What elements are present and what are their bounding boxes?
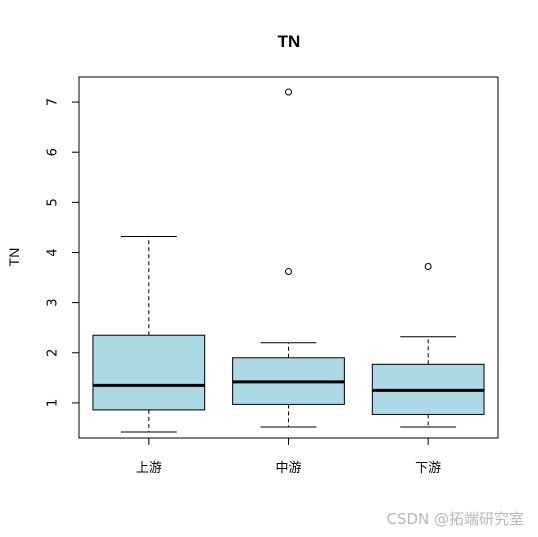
y-tick-label-2: 2 [46, 349, 61, 357]
y-tick-label-4: 4 [46, 248, 61, 256]
y-tick-label-1: 1 [46, 399, 61, 407]
y-tick-label-7: 7 [46, 98, 61, 106]
watermark: CSDN @拓端研究室 [386, 510, 524, 528]
y-tick-label-3: 3 [46, 298, 61, 306]
box-group-1 [232, 88, 345, 428]
box-group-2 [371, 263, 485, 428]
outlier-point-1-0 [285, 268, 292, 276]
outlier-point-1-1 [285, 88, 292, 96]
x-axis: 上游 中游 下游 [136, 437, 441, 476]
y-tick-label-5: 5 [46, 198, 61, 206]
y-axis: 1 2 3 4 5 6 7 [46, 98, 80, 407]
x-tick-label-1: 中游 [275, 461, 301, 476]
y-axis-label: TN [6, 248, 22, 267]
y-tick-label-6: 6 [46, 148, 61, 156]
boxes [92, 88, 485, 433]
outlier-point-2-0 [424, 263, 432, 271]
box-0 [92, 334, 206, 411]
chart-title: TN [278, 32, 301, 51]
box-group-0 [92, 235, 206, 433]
x-tick-label-0: 上游 [136, 461, 162, 476]
x-tick-label-2: 下游 [415, 461, 441, 476]
